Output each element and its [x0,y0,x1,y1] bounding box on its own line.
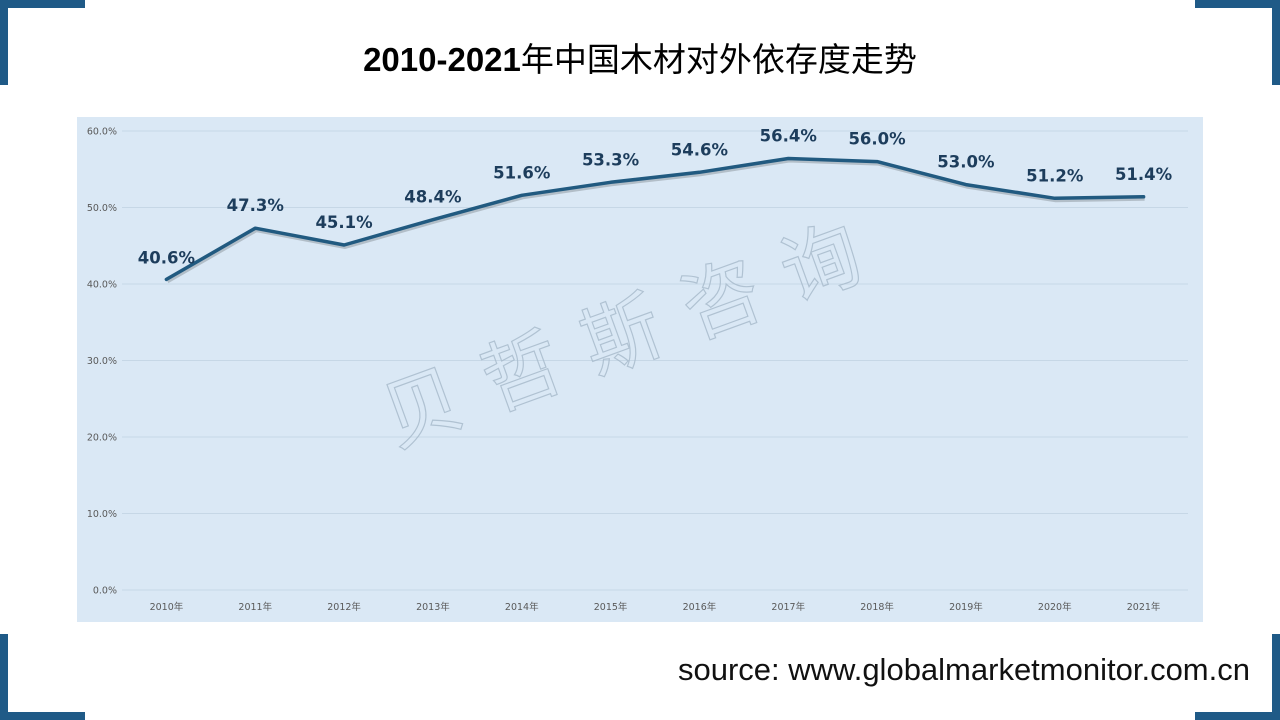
y-tick-label: 0.0% [93,586,117,597]
data-label: 53.3% [582,150,640,169]
y-tick-label: 30.0% [87,356,117,367]
chart-title: 2010-2021年中国木材对外依存度走势 [0,36,1280,84]
x-tick-label: 2012年 [327,601,361,613]
y-tick-label: 50.0% [87,203,117,214]
source-credit: source: www.globalmarketmonitor.com.cn [677,652,1250,687]
corner-bracket-bottom-right-v [1272,634,1280,720]
data-label: 51.4% [1115,165,1173,184]
chart-area: 0.0% 10.0% 20.0% 30.0% 40.0% 50.0% 60.0% 2010年 2… [77,117,1203,622]
data-label: 54.6% [671,140,729,159]
x-tick-label: 2021年 [1127,601,1161,613]
x-tick-label: 2019年 [949,601,983,613]
corner-bracket-top-right-h [1195,0,1280,8]
y-tick-label: 10.0% [87,509,117,520]
series-line-shadow [166,158,1145,284]
y-tick-label: 60.0% [87,127,117,138]
corner-bracket-bottom-right-h [1195,712,1280,720]
x-tick-label: 2015年 [594,601,628,613]
x-tick-label: 2017年 [771,601,805,613]
line-chart: 0.0% 10.0% 20.0% 30.0% 40.0% 50.0% 60.0% 2010年 2… [87,127,1188,613]
x-tick-label: 2013年 [416,601,450,613]
chart-title-text: 年中国木材对外依存度走势 [520,40,917,79]
data-label: 48.4% [404,188,462,207]
x-tick-label: 2011年 [238,601,272,613]
corner-bracket-top-left-h [0,0,85,8]
data-label: 47.3% [227,196,285,215]
x-tick-label: 2018年 [860,601,894,613]
corner-bracket-bottom-left-v [0,634,8,720]
x-tick-label: 2020年 [1038,601,1072,613]
data-label: 51.6% [493,163,551,182]
chart-title-years: 2010-2021 [363,41,521,78]
corner-bracket-top-left-v [0,0,8,85]
data-label: 40.6% [138,248,196,267]
data-label: 51.2% [1026,166,1084,185]
data-label: 53.0% [937,153,995,172]
data-label: 56.4% [760,127,818,146]
x-tick-label: 2010年 [150,601,184,613]
corner-bracket-top-right-v [1272,0,1280,85]
series-line [164,156,1146,282]
y-tick-label: 40.0% [87,280,117,291]
corner-bracket-bottom-left-h [0,712,85,720]
y-tick-label: 20.0% [87,433,117,444]
data-label: 45.1% [315,213,373,232]
x-tick-label: 2016年 [683,601,717,613]
x-tick-label: 2014年 [505,601,539,613]
watermark: 贝哲斯咨询 [371,199,900,465]
data-label: 56.0% [848,130,906,149]
